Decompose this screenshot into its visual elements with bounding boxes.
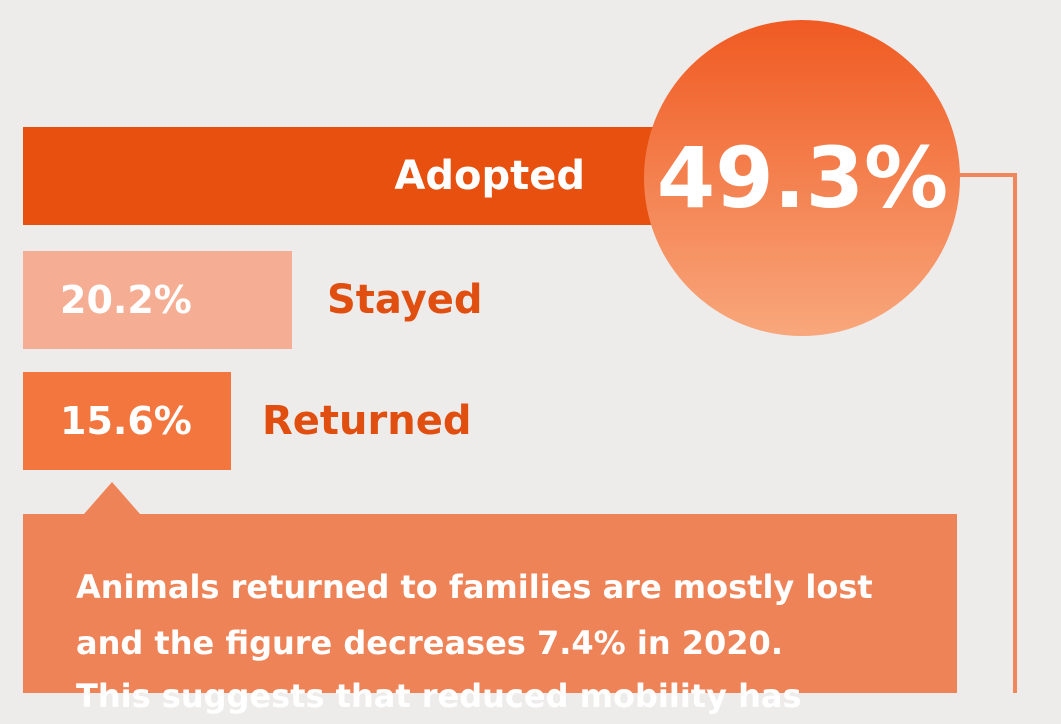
annotation-line: This suggests that reduced mobility has <box>76 677 802 715</box>
highlight-circle <box>644 20 960 336</box>
callout <box>23 482 957 693</box>
annotation-line: Animals returned to families are mostly … <box>76 568 873 606</box>
value-label: 15.6% <box>60 399 192 443</box>
connector-line <box>955 173 1017 693</box>
bar <box>23 251 293 349</box>
value-label: 20.2% <box>60 278 192 322</box>
circle <box>644 20 960 336</box>
callout-box <box>23 482 957 693</box>
bar-label: Returned <box>262 398 472 444</box>
annotation-line: and the figure decreases 7.4% in 2020. <box>76 624 783 662</box>
bar-label: Stayed <box>327 277 483 323</box>
connector <box>955 173 1017 693</box>
page: Adopted 49.3% 20.2% Stayed 15.6% Returne… <box>23 20 1017 715</box>
bar <box>23 127 681 225</box>
bar <box>23 372 231 470</box>
value-label: 49.3% <box>656 129 949 227</box>
bar-label: Adopted <box>394 153 585 199</box>
